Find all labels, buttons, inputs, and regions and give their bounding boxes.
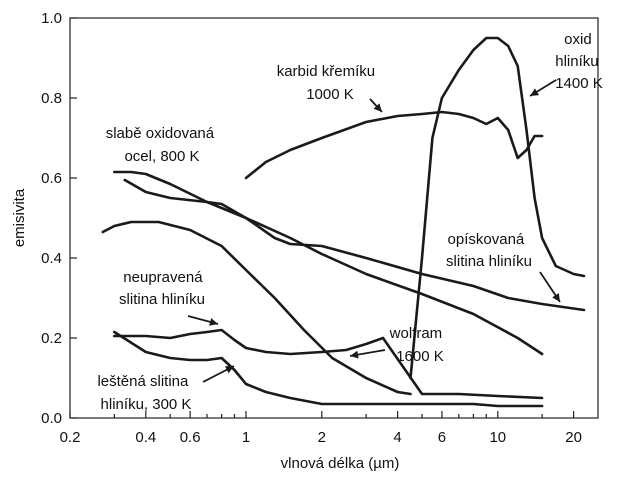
- series-line-neupraven-slitina-hlin-ku: [113, 328, 544, 400]
- x-tick-label-0-2: 0.2: [60, 429, 81, 446]
- pointer-untreated-aluminum-arrowhead: [209, 318, 218, 326]
- series-line-le-t-n-slitina-hlin-ku-300-k: [113, 330, 544, 408]
- x-tick-label-20: 20: [565, 429, 582, 446]
- y-tick-label-0-0: 0.0: [41, 410, 62, 427]
- annotation-polished-aluminum: leštěná slitina hliníku, 300 K: [97, 373, 192, 413]
- axis-ticks: 0.2 0.4 0.6 1 2 4 6 10 20 0.0 0.2 0.4 0.6 0.8 1.0: [41, 10, 582, 446]
- pointer-silicon-carbide-arrowhead: [373, 103, 382, 112]
- annotation-pointers: [187, 79, 561, 383]
- pointer-sandblasted-aluminum-arrowhead: [552, 293, 560, 302]
- y-tick-label-0-4: 0.4: [41, 250, 62, 267]
- x-tick-label-10: 10: [489, 429, 506, 446]
- x-tick-label-2: 2: [318, 429, 326, 446]
- series-line-op-skovan-slitina-hlin-ku: [123, 178, 586, 312]
- y-tick-label-0-8: 0.8: [41, 90, 62, 107]
- pointer-tungsten-arrowhead: [350, 350, 359, 359]
- annotation-oxidized-steel: slabě oxidovaná ocel, 800 K: [106, 125, 219, 165]
- x-tick-label-4: 4: [393, 429, 401, 446]
- annotation-tungsten: wolfram 1600 K: [389, 325, 447, 365]
- y-tick-label-0-2: 0.2: [41, 330, 62, 347]
- curves: [101, 36, 586, 408]
- plot-frame: [69, 17, 599, 419]
- series-line-wolfram-1600-k: [101, 220, 412, 396]
- y-axis-label: emisivita: [11, 188, 28, 247]
- annotation-sandblasted-aluminum: opískovaná slitina hliníku: [446, 231, 532, 270]
- x-tick-label-1: 1: [242, 429, 250, 446]
- annotation-aluminum-oxide: oxid hliníku 1400 K: [555, 31, 603, 92]
- x-tick-label-0-4: 0.4: [135, 429, 156, 446]
- series-line-karbid-k-em-ku-1000-k: [244, 110, 544, 180]
- y-tick-label-1-0: 1.0: [41, 10, 62, 27]
- y-tick-label-0-6: 0.6: [41, 170, 62, 187]
- series-line-slab-oxidovan-ocel-800-k: [113, 170, 544, 356]
- pointer-polished-aluminum-arrowhead: [225, 366, 234, 374]
- annotation-silicon-carbide: karbid křemíku 1000 K: [277, 63, 380, 103]
- annotation-untreated-aluminum: neupravená slitina hliníku: [119, 269, 207, 308]
- series-line-oxid-hlin-ku-1400-k: [409, 36, 586, 380]
- x-tick-label-0-6: 0.6: [180, 429, 201, 446]
- pointer-aluminum-oxide-arrowhead: [530, 88, 539, 96]
- x-axis-label: vlnová délka (µm): [281, 455, 400, 472]
- x-tick-label-6: 6: [438, 429, 446, 446]
